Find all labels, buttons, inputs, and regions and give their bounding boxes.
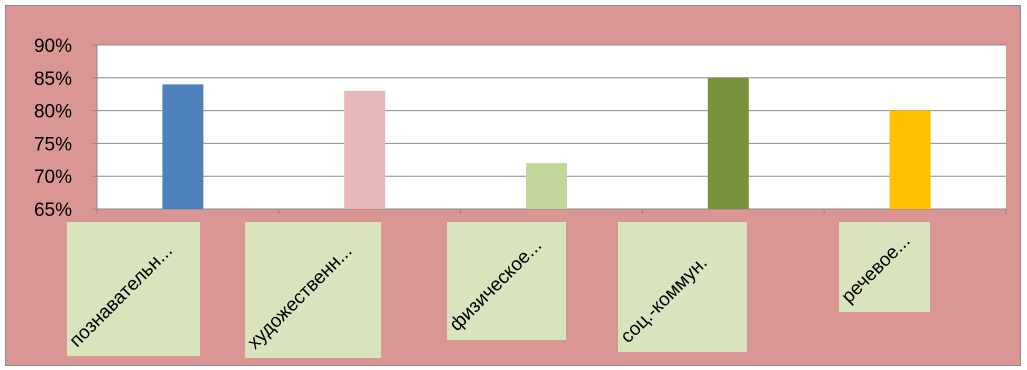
category-label-box <box>839 222 930 312</box>
category-label-box <box>618 222 747 352</box>
bar <box>889 110 931 209</box>
y-tick-label: 70% <box>34 167 72 188</box>
bar <box>344 90 386 209</box>
y-tick-label: 90% <box>34 36 72 57</box>
bar <box>526 163 567 209</box>
chart-frame <box>5 5 1021 366</box>
y-tick-label: 80% <box>34 102 72 123</box>
category-label-box <box>447 222 566 340</box>
bar <box>162 84 204 209</box>
category-label-box <box>67 222 200 356</box>
category-label-box <box>245 222 381 358</box>
bar <box>707 77 749 209</box>
y-tick-label: 85% <box>34 69 72 90</box>
y-tick-label: 75% <box>34 134 72 155</box>
y-tick-label: 65% <box>34 200 72 221</box>
